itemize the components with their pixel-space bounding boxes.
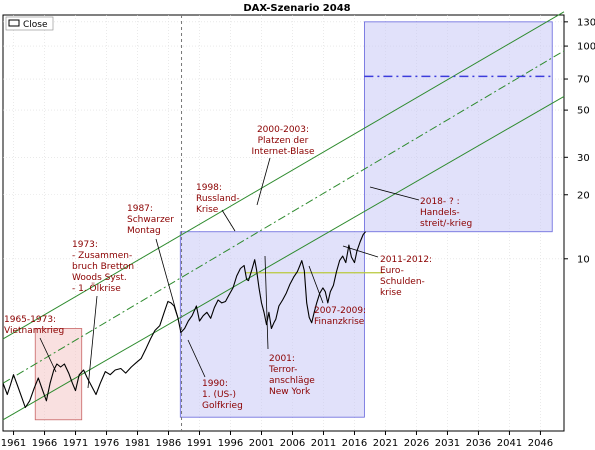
annotation-text: Schwarzer bbox=[127, 215, 174, 225]
x-tick-label: 2026 bbox=[404, 438, 429, 449]
x-tick-label: 2011 bbox=[311, 438, 336, 449]
legend: Close bbox=[5, 16, 54, 31]
x-tick-label: 2016 bbox=[342, 438, 367, 449]
reference-lines bbox=[181, 15, 553, 431]
annotation-pointer bbox=[369, 186, 420, 201]
annotation-text: - 1. Ölkrise bbox=[72, 283, 121, 294]
y-tick-label: 130 bbox=[577, 17, 595, 28]
trend-channel bbox=[2, 11, 565, 421]
x-tick-label: 2001 bbox=[249, 438, 274, 449]
annotation-text: Terror- bbox=[268, 365, 297, 375]
annotation-text: Russland- bbox=[196, 194, 240, 204]
annotation-text: New York bbox=[269, 387, 311, 397]
y-tick-label: 50 bbox=[577, 106, 590, 117]
annotation-text: Vietnamkrieg bbox=[4, 326, 64, 336]
legend-label: Close bbox=[23, 20, 48, 30]
x-tick-label: 1966 bbox=[32, 438, 57, 449]
annotation-text: Krise bbox=[196, 205, 219, 215]
chart-title: DAX-Szenario 2048 bbox=[243, 3, 350, 14]
close-series bbox=[2, 231, 367, 409]
annotation-text: 1998: bbox=[196, 183, 222, 193]
channel-middle-line bbox=[2, 50, 565, 384]
x-tick-label: 2021 bbox=[373, 438, 398, 449]
annotation-pointer bbox=[256, 157, 271, 206]
annotation-text: Golfkrieg bbox=[202, 401, 243, 411]
close-line bbox=[2, 231, 367, 409]
annotation-text: Platzen der bbox=[258, 136, 309, 146]
annotation-pointer bbox=[155, 238, 179, 319]
annotation-text: Internet-Blase bbox=[251, 147, 315, 157]
annotation-text: anschläge bbox=[269, 376, 315, 386]
annotation-text: 1965-1973: bbox=[4, 315, 56, 325]
annotation-pointer bbox=[264, 255, 269, 350]
annotation-text: 1. (US-) bbox=[202, 390, 236, 400]
y-axis: 10 20 30 50 70 100 130 bbox=[564, 17, 595, 265]
annotations: 1965-1973:Vietnamkrieg 1973:- Zusammen-br… bbox=[4, 125, 472, 411]
annotation-text: Euro- bbox=[380, 266, 404, 276]
annotation-text: bruch Bretton bbox=[72, 262, 134, 272]
annotation-text: krise bbox=[380, 288, 402, 298]
annotation-text: Montag bbox=[127, 226, 161, 236]
annotation-text: - Zusammen- bbox=[72, 251, 132, 261]
y-tick-label: 30 bbox=[577, 153, 590, 164]
x-tick-label: 1986 bbox=[156, 438, 181, 449]
legend-swatch bbox=[8, 19, 20, 27]
annotation-pointer bbox=[342, 245, 379, 258]
x-tick-label: 1976 bbox=[94, 438, 119, 449]
annotation-pointer bbox=[39, 337, 57, 373]
y-tick-label: 100 bbox=[577, 42, 595, 53]
x-tick-label: 1991 bbox=[187, 438, 212, 449]
shaded-regions bbox=[34, 21, 553, 421]
annotation-text: 2007-2009: bbox=[314, 306, 366, 316]
x-tick-label: 2041 bbox=[497, 438, 522, 449]
shaded-region bbox=[179, 231, 365, 418]
annotation-pointer bbox=[87, 295, 98, 389]
x-tick-label: 2031 bbox=[435, 438, 460, 449]
x-tick-label: 1971 bbox=[63, 438, 88, 449]
x-tick-label: 1981 bbox=[125, 438, 150, 449]
annotation-text: Schulden- bbox=[380, 277, 425, 287]
annotation-pointer bbox=[308, 265, 324, 304]
y-tick-label: 20 bbox=[577, 190, 590, 201]
annotation-pointer bbox=[187, 339, 206, 378]
x-tick-label: 1996 bbox=[218, 438, 243, 449]
shaded-region bbox=[363, 21, 553, 233]
annotation-text: 1990: bbox=[202, 379, 228, 389]
y-tick-label: 70 bbox=[577, 75, 590, 86]
annotation-text: 1973: bbox=[72, 240, 98, 250]
x-tick-label: 2006 bbox=[280, 438, 305, 449]
x-axis: 1961 1966 1971 1976 1981 1986 1991 1996 2001 2006… bbox=[1, 431, 553, 449]
x-tick-label: 2036 bbox=[466, 438, 491, 449]
annotation-text: 1987: bbox=[127, 204, 153, 214]
annotation-text: 2000-2003: bbox=[257, 125, 309, 135]
annotation-text: 2018- ? : bbox=[420, 197, 460, 207]
x-tick-label: 2046 bbox=[528, 438, 553, 449]
channel-lower-line bbox=[2, 95, 565, 421]
annotation-text: streit/-krieg bbox=[420, 219, 472, 229]
annotation-text: Handels- bbox=[420, 208, 460, 218]
annotation-text: Finanzkrise bbox=[314, 317, 365, 327]
annotation-pointer bbox=[221, 209, 236, 232]
x-tick-label: 1961 bbox=[1, 438, 26, 449]
channel-upper-line bbox=[2, 11, 565, 340]
annotation-text: 2001: bbox=[269, 354, 295, 364]
annotation-text: Woods Syst. bbox=[72, 273, 127, 283]
annotation-text: 2011-2012: bbox=[380, 255, 432, 265]
y-tick-label: 10 bbox=[577, 254, 590, 265]
